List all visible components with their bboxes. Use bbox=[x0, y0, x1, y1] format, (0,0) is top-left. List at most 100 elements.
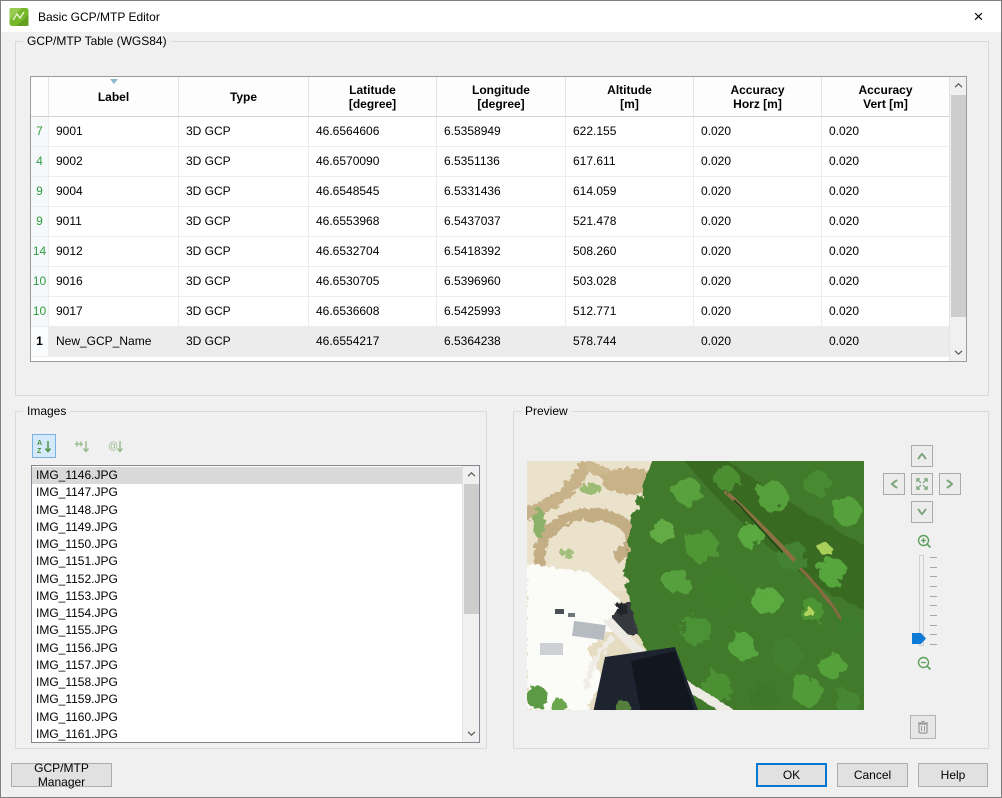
table-scrollbar[interactable] bbox=[949, 77, 966, 361]
scrollbar-thumb[interactable] bbox=[464, 484, 479, 614]
scroll-down-icon[interactable] bbox=[950, 344, 967, 361]
center-view-button[interactable] bbox=[911, 473, 933, 495]
header-accuracy-horz[interactable]: Accuracy Horz [m] bbox=[694, 77, 822, 117]
zoom-in-icon[interactable] bbox=[916, 533, 933, 550]
cell-latitude[interactable]: 46.6553968 bbox=[309, 207, 437, 237]
cell-accuracy-vert[interactable]: 0.020 bbox=[822, 207, 949, 237]
image-list-item[interactable]: IMG_1147.JPG bbox=[32, 484, 462, 501]
cell-latitude[interactable]: 46.6548545 bbox=[309, 177, 437, 207]
cell-label[interactable]: 9016 bbox=[49, 267, 179, 297]
cell-altitude[interactable]: 512.771 bbox=[566, 297, 694, 327]
cell-accuracy-horz[interactable]: 0.020 bbox=[694, 267, 822, 297]
preview-aerial-image[interactable] bbox=[527, 461, 864, 710]
cell-type[interactable]: 3D GCP bbox=[179, 237, 309, 267]
image-list-item[interactable]: IMG_1160.JPG bbox=[32, 709, 462, 726]
cell-altitude[interactable]: 622.155 bbox=[566, 117, 694, 147]
header-row-number[interactable] bbox=[31, 77, 49, 117]
image-list-scrollbar[interactable] bbox=[462, 466, 479, 742]
image-list-item-selected[interactable]: IMG_1146.JPG bbox=[32, 467, 462, 484]
cell-longitude[interactable]: 6.5396960 bbox=[437, 267, 566, 297]
image-list-item[interactable]: IMG_1153.JPG bbox=[32, 588, 462, 605]
cell-longitude[interactable]: 6.5364238 bbox=[437, 327, 566, 357]
cell-latitude[interactable]: 46.6530705 bbox=[309, 267, 437, 297]
cell-type[interactable]: 3D GCP bbox=[179, 117, 309, 147]
image-list-item[interactable]: IMG_1155.JPG bbox=[32, 622, 462, 639]
header-altitude[interactable]: Altitude [m] bbox=[566, 77, 694, 117]
cell-altitude[interactable]: 578.744 bbox=[566, 327, 694, 357]
cell-longitude[interactable]: 6.5418392 bbox=[437, 237, 566, 267]
image-list-item[interactable]: IMG_1149.JPG bbox=[32, 519, 462, 536]
gcp-mtp-manager-button[interactable]: GCP/MTP Manager bbox=[11, 763, 112, 787]
cell-accuracy-horz[interactable]: 0.020 bbox=[694, 237, 822, 267]
cell-type[interactable]: 3D GCP bbox=[179, 267, 309, 297]
header-accuracy-vert[interactable]: Accuracy Vert [m] bbox=[822, 77, 949, 117]
cell-label[interactable]: New_GCP_Name bbox=[49, 327, 179, 357]
pan-down-button[interactable] bbox=[911, 501, 933, 523]
row-mark-count[interactable]: 9 bbox=[31, 177, 49, 207]
row-mark-count[interactable]: 9 bbox=[31, 207, 49, 237]
cell-latitude[interactable]: 46.6554217 bbox=[309, 327, 437, 357]
image-list-item[interactable]: IMG_1148.JPG bbox=[32, 502, 462, 519]
row-mark-count[interactable]: 7 bbox=[31, 117, 49, 147]
cell-type[interactable]: 3D GCP bbox=[179, 327, 309, 357]
sort-by-projection-button[interactable]: @ bbox=[104, 434, 128, 458]
cell-type[interactable]: 3D GCP bbox=[179, 177, 309, 207]
cell-longitude[interactable]: 6.5351136 bbox=[437, 147, 566, 177]
row-mark-count[interactable]: 14 bbox=[31, 237, 49, 267]
help-button[interactable]: Help bbox=[918, 763, 988, 787]
image-list-item[interactable]: IMG_1158.JPG bbox=[32, 674, 462, 691]
zoom-slider-track[interactable] bbox=[919, 555, 924, 646]
image-list-item[interactable]: IMG_1157.JPG bbox=[32, 657, 462, 674]
cell-label[interactable]: 9004 bbox=[49, 177, 179, 207]
cell-accuracy-vert[interactable]: 0.020 bbox=[822, 117, 949, 147]
cell-accuracy-horz[interactable]: 0.020 bbox=[694, 147, 822, 177]
cell-altitude[interactable]: 617.611 bbox=[566, 147, 694, 177]
cell-accuracy-vert[interactable]: 0.020 bbox=[822, 177, 949, 207]
cell-accuracy-horz[interactable]: 0.020 bbox=[694, 327, 822, 357]
close-button[interactable]: × bbox=[956, 1, 1001, 32]
row-mark-count[interactable]: 4 bbox=[31, 147, 49, 177]
cell-label[interactable]: 9017 bbox=[49, 297, 179, 327]
cell-altitude[interactable]: 503.028 bbox=[566, 267, 694, 297]
header-longitude[interactable]: Longitude [degree] bbox=[437, 77, 566, 117]
scrollbar-thumb[interactable] bbox=[951, 95, 966, 317]
header-latitude[interactable]: Latitude [degree] bbox=[309, 77, 437, 117]
image-list-item[interactable]: IMG_1156.JPG bbox=[32, 640, 462, 657]
cell-type[interactable]: 3D GCP bbox=[179, 147, 309, 177]
cell-latitude[interactable]: 46.6536608 bbox=[309, 297, 437, 327]
sort-alphabetical-button[interactable]: A Z bbox=[32, 434, 56, 458]
pan-right-button[interactable] bbox=[939, 473, 961, 495]
pan-up-button[interactable] bbox=[911, 445, 933, 467]
scroll-up-icon[interactable] bbox=[463, 466, 480, 483]
cell-latitude[interactable]: 46.6564606 bbox=[309, 117, 437, 147]
cell-label[interactable]: 9001 bbox=[49, 117, 179, 147]
cell-label[interactable]: 9012 bbox=[49, 237, 179, 267]
header-label[interactable]: Label bbox=[49, 77, 179, 117]
cell-accuracy-horz[interactable]: 0.020 bbox=[694, 207, 822, 237]
cell-label[interactable]: 9011 bbox=[49, 207, 179, 237]
header-type[interactable]: Type bbox=[179, 77, 309, 117]
row-mark-count[interactable]: 10 bbox=[31, 297, 49, 327]
image-list-item[interactable]: IMG_1152.JPG bbox=[32, 571, 462, 588]
cell-longitude[interactable]: 6.5425993 bbox=[437, 297, 566, 327]
cell-accuracy-vert[interactable]: 0.020 bbox=[822, 267, 949, 297]
cell-type[interactable]: 3D GCP bbox=[179, 297, 309, 327]
cell-altitude[interactable]: 508.260 bbox=[566, 237, 694, 267]
ok-button[interactable]: OK bbox=[756, 763, 827, 787]
scroll-down-icon[interactable] bbox=[463, 725, 480, 742]
cancel-button[interactable]: Cancel bbox=[837, 763, 908, 787]
cell-altitude[interactable]: 614.059 bbox=[566, 177, 694, 207]
cell-accuracy-horz[interactable]: 0.020 bbox=[694, 117, 822, 147]
zoom-out-icon[interactable] bbox=[916, 655, 933, 672]
cell-latitude[interactable]: 46.6570090 bbox=[309, 147, 437, 177]
cell-label[interactable]: 9002 bbox=[49, 147, 179, 177]
scroll-up-icon[interactable] bbox=[950, 77, 967, 94]
cell-accuracy-vert[interactable]: 0.020 bbox=[822, 237, 949, 267]
row-mark-count[interactable]: 1 bbox=[31, 327, 49, 357]
cell-altitude[interactable]: 521.478 bbox=[566, 207, 694, 237]
cell-longitude[interactable]: 6.5358949 bbox=[437, 117, 566, 147]
cell-accuracy-vert[interactable]: 0.020 bbox=[822, 327, 949, 357]
pan-left-button[interactable] bbox=[883, 473, 905, 495]
delete-mark-button[interactable] bbox=[910, 715, 936, 739]
image-list-item[interactable]: IMG_1150.JPG bbox=[32, 536, 462, 553]
